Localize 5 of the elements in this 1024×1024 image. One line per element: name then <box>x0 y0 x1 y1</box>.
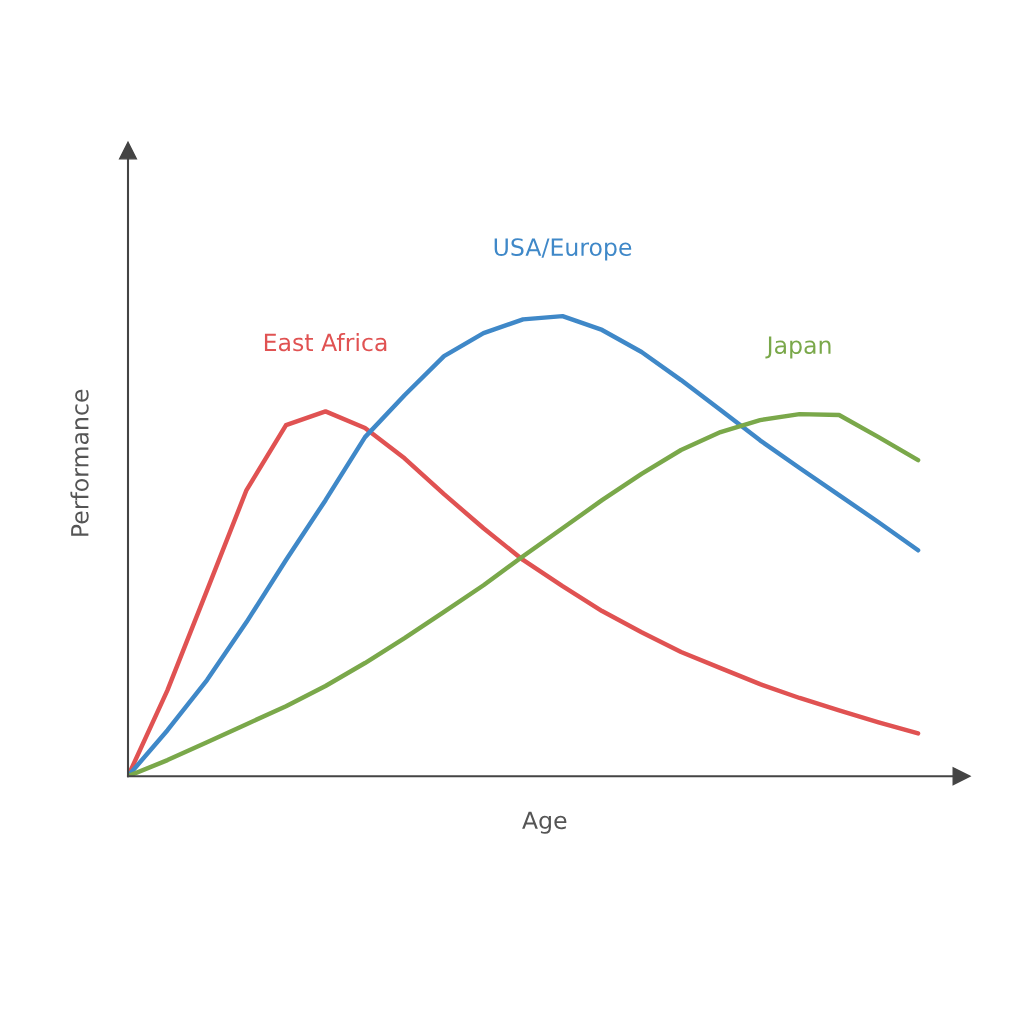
x-axis-title: Age <box>522 811 567 834</box>
y-axis-title: Performance <box>70 389 89 536</box>
text: USA/Europe <box>494 238 632 261</box>
text: Japan <box>765 336 831 359</box>
text: East Africa <box>264 332 387 352</box>
